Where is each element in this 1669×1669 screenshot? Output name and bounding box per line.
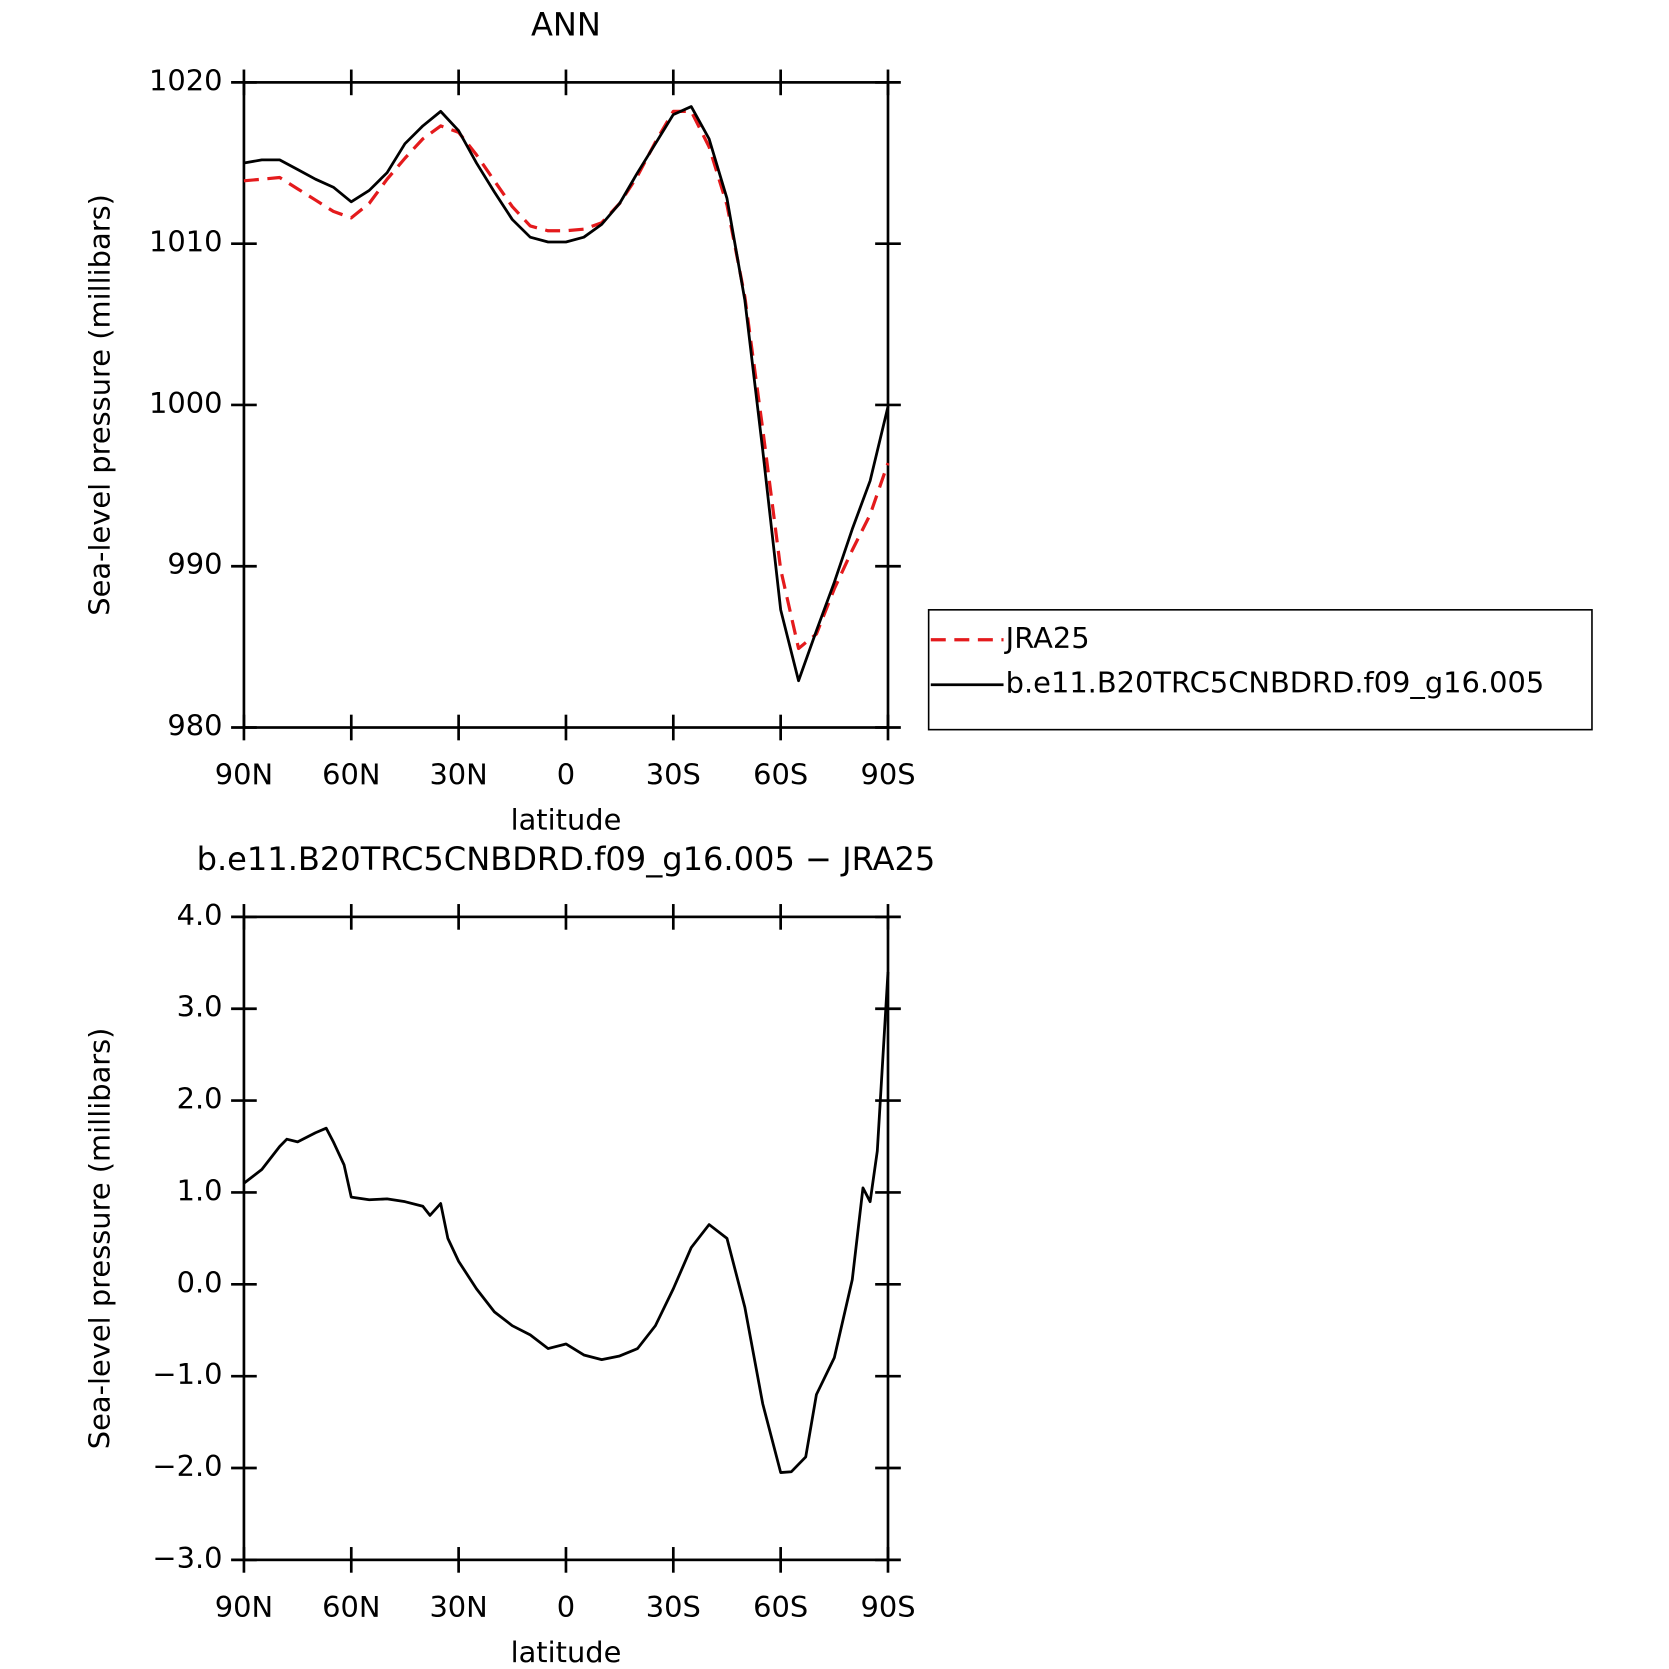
y-tick-label: 2.0 — [177, 1082, 223, 1116]
legend-label: b.e11.B20TRC5CNBDRD.f09_g16.005 — [1006, 666, 1545, 700]
data-line — [243, 105, 890, 683]
legend-box — [927, 609, 1593, 731]
x-tick-label: 60S — [753, 758, 808, 792]
x-tick-label: 90S — [860, 1590, 915, 1624]
y-tick-label: 0.0 — [177, 1265, 223, 1299]
y-axis-label: Sea-level pressure (millibars) — [83, 194, 117, 616]
y-tick-label: −2.0 — [152, 1449, 222, 1483]
y-tick-label: −3.0 — [152, 1541, 222, 1575]
y-axis-label: Sea-level pressure (millibars) — [83, 1028, 117, 1450]
x-tick-label: 60N — [322, 1590, 380, 1624]
x-tick-label: 60S — [753, 1590, 808, 1624]
x-tick-label: 30N — [429, 1590, 487, 1624]
x-tick-label: 30S — [646, 1590, 701, 1624]
plot-frame — [242, 915, 890, 1562]
x-tick-label: 90S — [860, 758, 915, 792]
chart-title: b.e11.B20TRC5CNBDRD.f09_g16.005 − JRA25 — [197, 840, 936, 878]
y-tick-label: 4.0 — [177, 898, 223, 932]
data-line — [243, 971, 890, 1474]
y-tick-label: 1000 — [149, 386, 223, 420]
x-tick-label: 30N — [429, 758, 487, 792]
x-tick-label: 0 — [557, 1590, 575, 1624]
x-axis-label: latitude — [511, 1635, 622, 1669]
plot-frame — [242, 81, 890, 729]
x-tick-label: 30S — [646, 758, 701, 792]
data-line — [243, 109, 890, 651]
x-tick-label: 90N — [215, 758, 273, 792]
x-tick-label: 60N — [322, 758, 380, 792]
y-tick-label: 3.0 — [177, 990, 223, 1024]
y-tick-label: 1020 — [149, 63, 223, 97]
y-tick-label: 980 — [167, 709, 222, 743]
x-tick-label: 0 — [557, 758, 575, 792]
y-tick-label: −1.0 — [152, 1357, 222, 1391]
x-axis-label: latitude — [511, 803, 622, 837]
y-tick-label: 1010 — [149, 225, 223, 259]
x-tick-label: 90N — [215, 1590, 273, 1624]
legend-label: JRA25 — [1004, 621, 1090, 655]
y-tick-label: 990 — [167, 547, 222, 581]
y-tick-label: 1.0 — [177, 1173, 223, 1207]
chart-title: ANN — [531, 6, 601, 44]
